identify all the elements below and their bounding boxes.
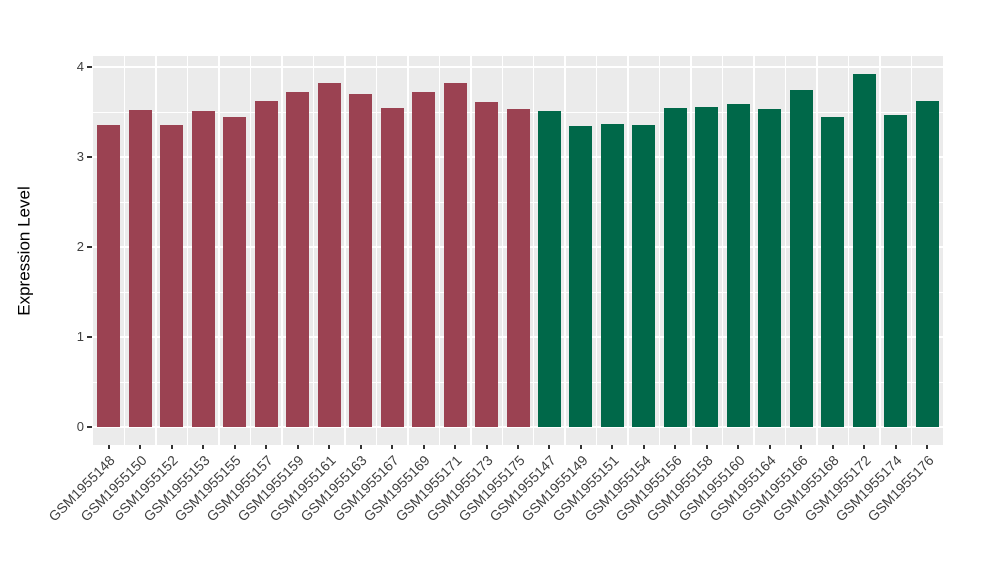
y-axis-tick <box>87 426 92 428</box>
bar-GSM1955147 <box>537 111 561 427</box>
gridline-vertical <box>595 56 598 445</box>
bar-GSM1955148 <box>97 124 121 427</box>
gridline-vertical <box>784 56 787 445</box>
y-axis-tick-label: 3 <box>76 149 84 164</box>
y-axis-tick-label: 0 <box>76 419 84 434</box>
x-axis-tick <box>579 445 582 449</box>
gridline-vertical <box>910 56 913 445</box>
x-axis-tick <box>265 445 268 449</box>
x-axis-tick <box>926 445 929 449</box>
gridline-vertical <box>123 56 126 445</box>
y-axis-tick <box>87 66 92 68</box>
x-axis-tick <box>454 445 457 449</box>
bar-GSM1955150 <box>128 110 152 427</box>
gridline-vertical <box>753 56 755 445</box>
x-axis-tick <box>768 445 771 449</box>
x-axis-tick <box>737 445 740 449</box>
bar-GSM1955172 <box>852 74 876 427</box>
x-axis-tick <box>642 445 645 449</box>
x-axis-tick <box>831 445 834 449</box>
bar-GSM1955164 <box>758 109 782 427</box>
bar-GSM1955173 <box>475 102 499 427</box>
gridline-vertical <box>627 56 629 445</box>
gridline-vertical <box>249 56 252 445</box>
bar-GSM1955175 <box>506 109 530 427</box>
x-axis-tick <box>485 445 488 449</box>
x-axis-tick <box>391 445 394 449</box>
x-axis-tick <box>359 445 362 449</box>
y-axis-tick <box>87 246 92 248</box>
bar-GSM1955169 <box>412 92 436 427</box>
gridline-vertical <box>690 56 692 445</box>
x-axis-tick <box>674 445 677 449</box>
bar-GSM1955167 <box>380 108 404 427</box>
x-axis-tick <box>800 445 803 449</box>
x-axis-tick <box>611 445 614 449</box>
y-axis-tick-label: 1 <box>76 329 84 344</box>
bar-GSM1955157 <box>254 101 278 427</box>
gridline-vertical <box>564 56 566 445</box>
bar-GSM1955163 <box>349 94 373 427</box>
x-axis-tick <box>139 445 142 449</box>
bar-GSM1955149 <box>569 125 593 427</box>
gridline-vertical <box>375 56 378 445</box>
gridline-vertical <box>407 56 409 445</box>
gridline-vertical <box>470 56 472 445</box>
bar-GSM1955158 <box>695 106 719 427</box>
gridline-vertical <box>344 56 346 445</box>
gridline-vertical <box>155 56 157 445</box>
x-axis-tick <box>894 445 897 449</box>
gridline-vertical <box>312 56 315 445</box>
gridline-vertical <box>879 56 881 445</box>
bar-GSM1955154 <box>632 124 656 427</box>
x-axis-tick <box>233 445 236 449</box>
gridline-vertical <box>281 56 283 445</box>
x-axis-tick <box>517 445 519 449</box>
gridline-major-horizontal <box>93 426 943 428</box>
x-axis-tick <box>548 445 551 449</box>
bar-GSM1955155 <box>223 116 247 427</box>
gridline-vertical <box>721 56 724 445</box>
bar-GSM1955152 <box>160 124 184 427</box>
plot-panel <box>93 56 943 445</box>
gridline-vertical <box>218 56 220 445</box>
gridline-vertical <box>186 56 189 445</box>
gridline-vertical <box>658 56 661 445</box>
bar-GSM1955160 <box>726 103 750 427</box>
x-axis-tick <box>422 445 425 449</box>
y-axis-tick-label: 2 <box>76 239 84 254</box>
y-axis-tick <box>87 336 92 338</box>
x-axis-tick <box>705 445 708 449</box>
y-axis-tick <box>87 156 92 158</box>
bar-GSM1955176 <box>915 101 939 427</box>
x-axis-tick <box>296 445 299 449</box>
gridline-vertical <box>847 56 850 445</box>
gridline-vertical <box>501 56 503 445</box>
x-axis-tick <box>170 445 173 449</box>
bar-GSM1955166 <box>789 90 813 427</box>
x-axis-tick <box>863 445 866 449</box>
bar-GSM1955174 <box>884 114 908 427</box>
x-axis-tick <box>328 445 331 449</box>
bar-GSM1955171 <box>443 83 467 427</box>
gridline-vertical <box>816 56 818 445</box>
bar-GSM1955153 <box>191 111 215 427</box>
bar-GSM1955156 <box>663 108 687 427</box>
x-axis-tick <box>107 445 110 449</box>
bar-GSM1955168 <box>821 117 845 427</box>
bar-GSM1955151 <box>600 123 624 427</box>
gridline-vertical <box>532 56 535 445</box>
bar-GSM1955161 <box>317 83 341 427</box>
bar-GSM1955159 <box>286 92 310 427</box>
x-axis-tick <box>202 445 205 449</box>
y-axis-tick-label: 4 <box>76 59 84 74</box>
gridline-major-horizontal <box>93 66 943 68</box>
gridline-vertical <box>438 56 441 445</box>
